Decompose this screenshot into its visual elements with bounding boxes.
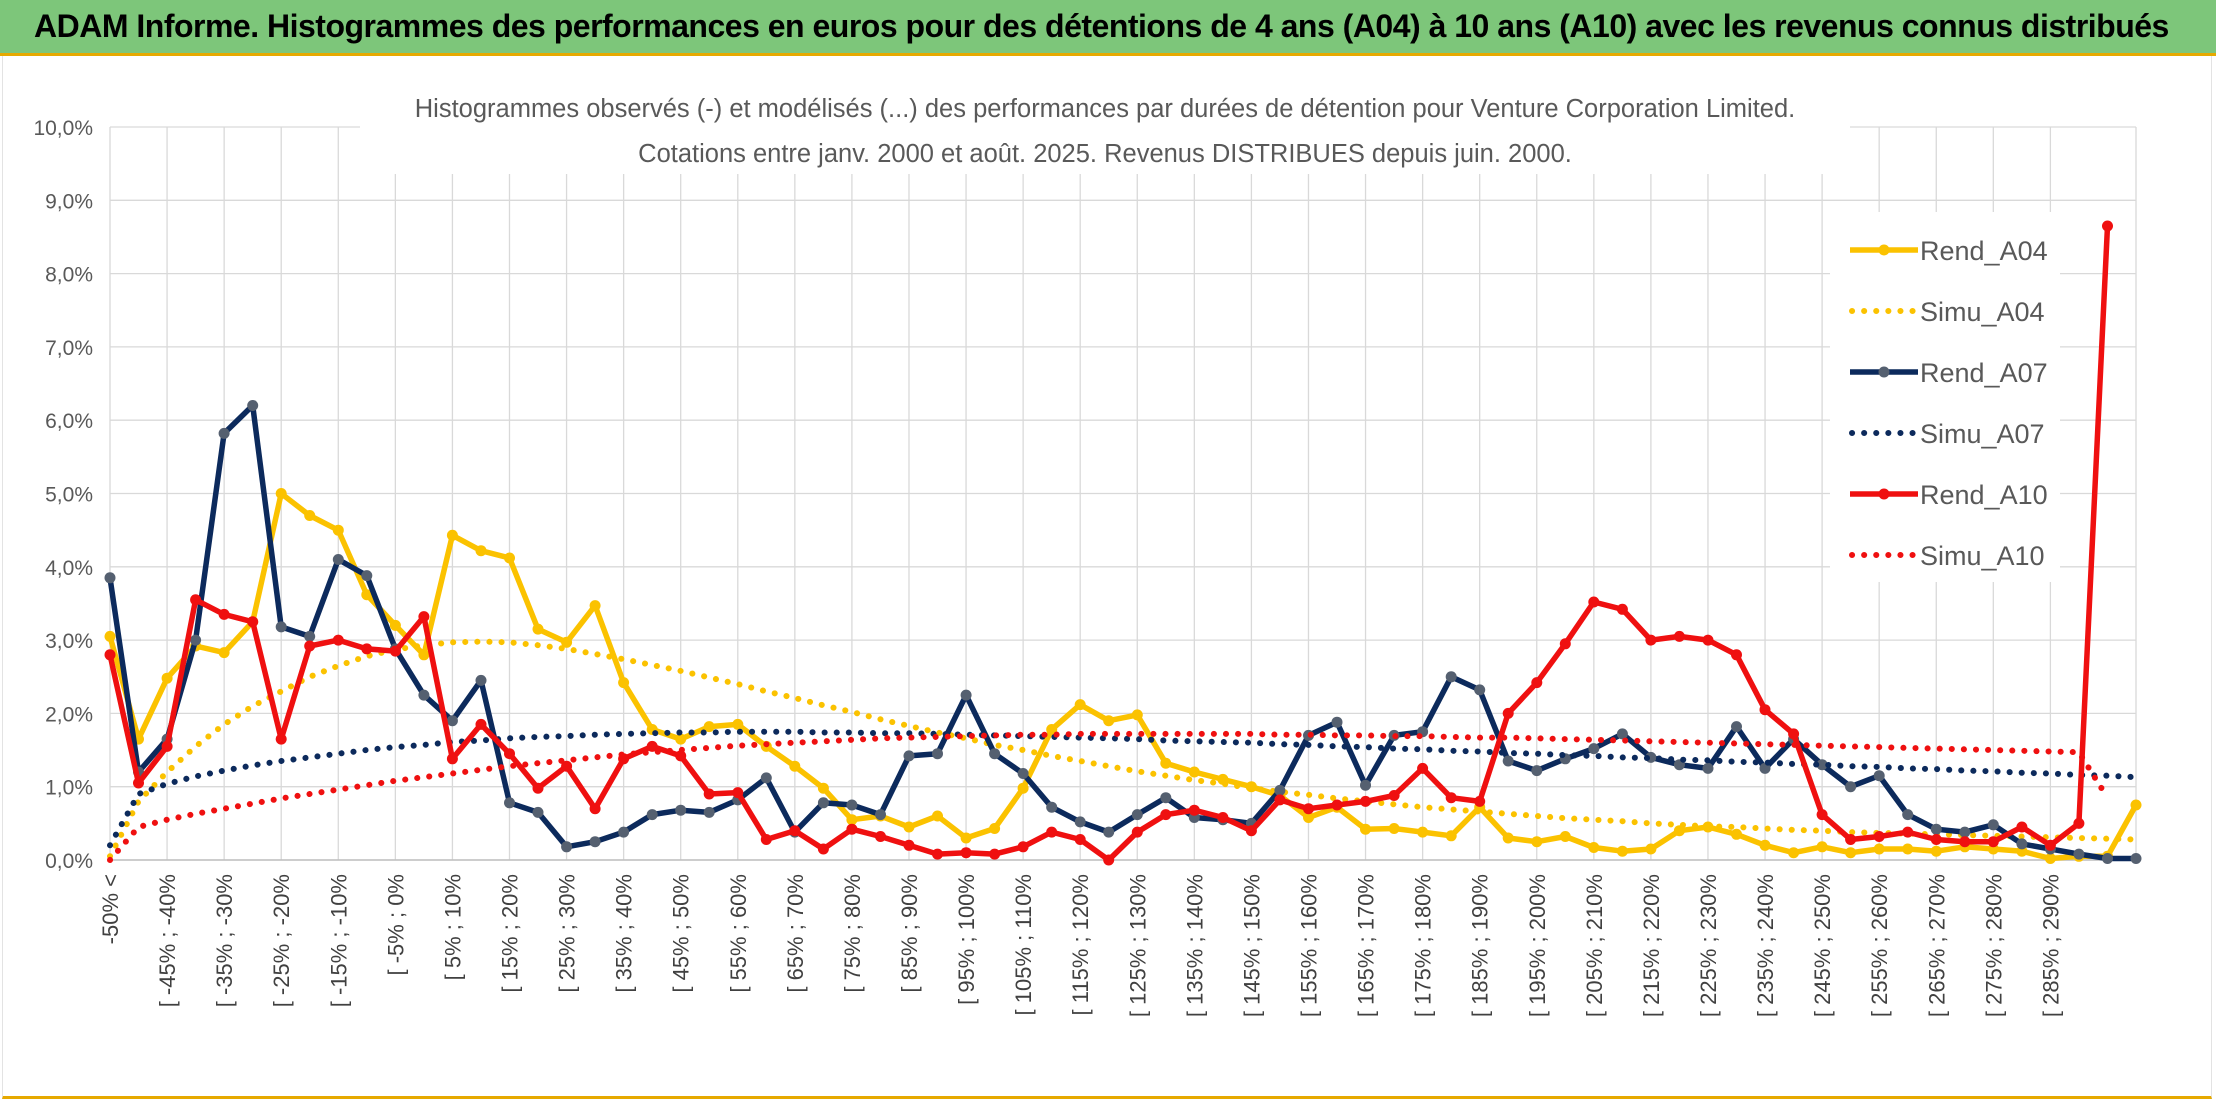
- report-title: ADAM Informe. Histogrammes des performan…: [34, 8, 2169, 44]
- chart-frame: [2, 56, 2212, 1099]
- report-banner: ADAM Informe. Histogrammes des performan…: [0, 0, 2216, 56]
